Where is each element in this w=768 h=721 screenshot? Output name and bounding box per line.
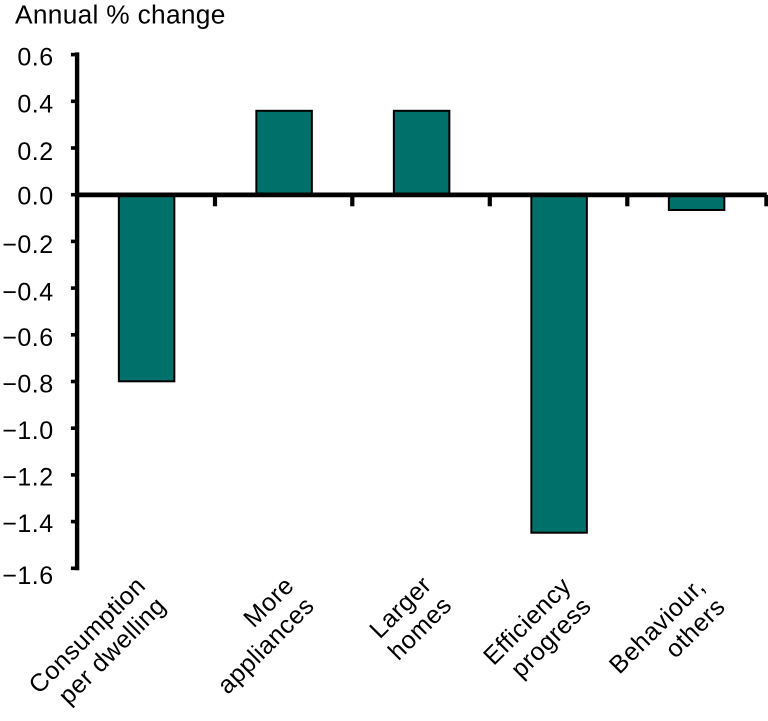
- svg-text:Annual % change: Annual % change: [15, 0, 226, 30]
- svg-text:−0.4: −0.4: [2, 278, 54, 306]
- svg-text:−0.8: −0.8: [2, 370, 54, 398]
- svg-text:−1.6: −1.6: [2, 562, 54, 590]
- svg-text:−1.2: −1.2: [2, 464, 54, 492]
- svg-text:0.2: 0.2: [17, 138, 53, 166]
- svg-text:−0.6: −0.6: [2, 324, 54, 352]
- svg-text:0.6: 0.6: [17, 43, 53, 71]
- svg-text:−0.2: −0.2: [2, 231, 54, 259]
- svg-text:0.0: 0.0: [17, 183, 53, 211]
- svg-text:0.4: 0.4: [17, 91, 53, 119]
- svg-text:−1.4: −1.4: [2, 510, 54, 538]
- svg-text:−1.0: −1.0: [2, 417, 54, 445]
